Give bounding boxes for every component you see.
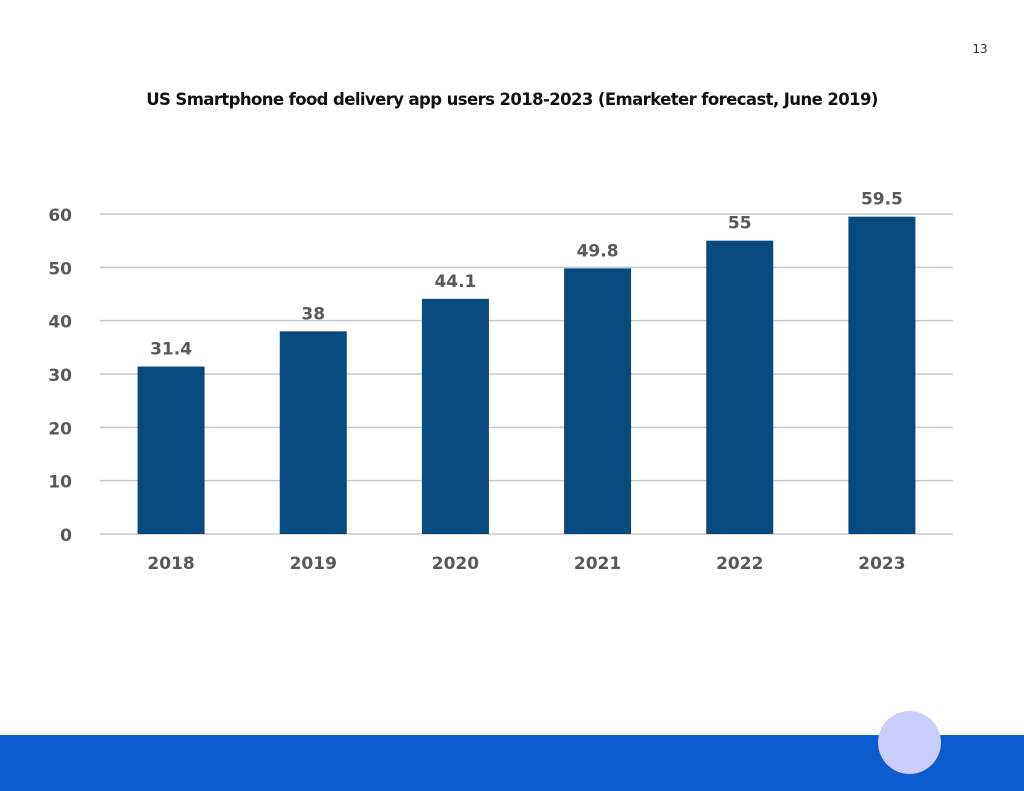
y-tick-label: 20 [48,419,72,439]
chart-title: US Smartphone food delivery app users 20… [146,90,878,109]
data-label: 44.1 [434,272,476,292]
y-tick-label: 30 [48,366,72,386]
page-number: 13 [972,42,988,56]
y-tick-label: 60 [48,206,72,226]
data-label: 38 [301,304,325,324]
bar-2018 [137,366,205,534]
bar-2020 [421,298,489,534]
y-tick-label: 40 [48,313,72,333]
y-axis-tick-labels: 0 10 20 30 40 50 60 [48,206,72,546]
x-tick-label: 2023 [858,554,905,574]
x-tick-label: 2019 [290,554,337,574]
y-tick-label: 0 [60,526,72,546]
bar-2021 [564,268,632,534]
bar-2023 [848,216,916,534]
x-tick-label: 2020 [432,554,479,574]
decorative-circle [878,711,941,774]
x-tick-label: 2022 [716,554,763,574]
x-axis-tick-labels: 2018 2019 2020 2021 2022 2023 [147,554,905,574]
data-label: 55 [728,214,752,234]
y-tick-label: 50 [48,259,72,279]
bar-2022 [706,240,774,534]
data-label: 31.4 [150,340,192,360]
x-tick-label: 2021 [574,554,621,574]
data-label: 49.8 [577,241,619,261]
x-tick-label: 2018 [147,554,194,574]
bar-2019 [279,331,347,534]
footer-band [0,735,1024,791]
bars [137,216,916,534]
data-labels: 31.4 38 44.1 49.8 55 59.5 [150,190,903,360]
gridlines [100,213,953,535]
data-label: 59.5 [861,190,903,210]
y-tick-label: 10 [48,473,72,493]
